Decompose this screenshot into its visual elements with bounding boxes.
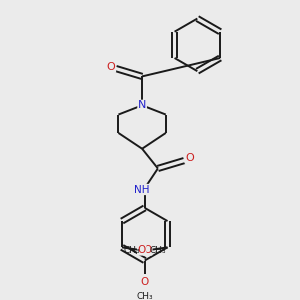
Text: CH₃: CH₃: [124, 246, 140, 255]
Text: O: O: [185, 153, 194, 163]
Text: O: O: [107, 62, 116, 72]
Text: NH: NH: [134, 184, 150, 194]
Text: CH₃: CH₃: [149, 246, 166, 255]
Text: O: O: [144, 245, 152, 255]
Text: CH₃: CH₃: [136, 292, 153, 300]
Text: N: N: [138, 100, 146, 110]
Text: O: O: [141, 277, 149, 286]
Text: O: O: [138, 245, 146, 255]
